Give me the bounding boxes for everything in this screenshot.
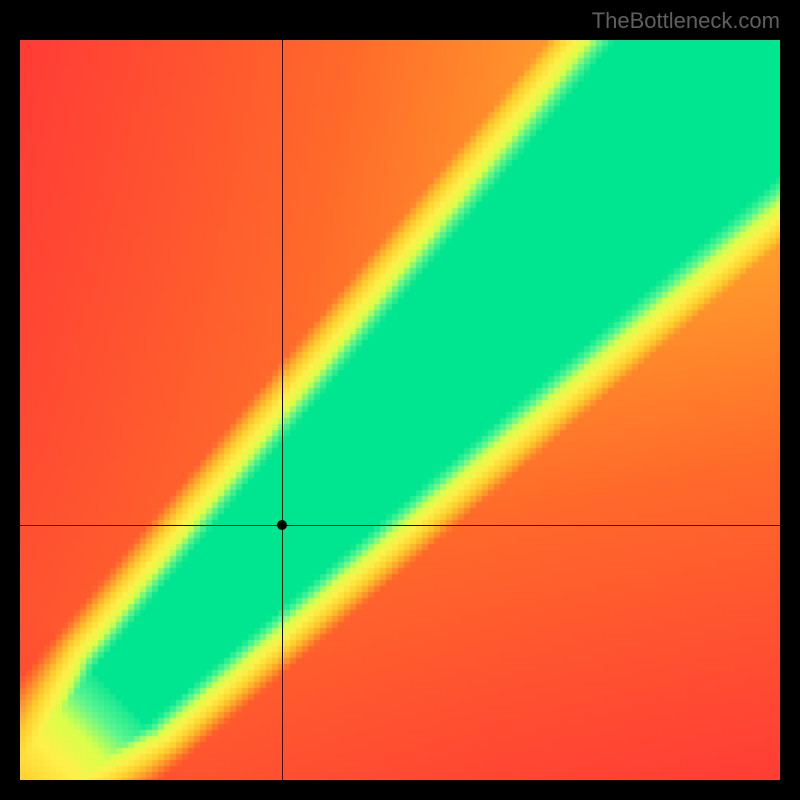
crosshair-horizontal bbox=[20, 525, 780, 526]
heatmap-canvas bbox=[20, 40, 780, 780]
heatmap-chart bbox=[20, 40, 780, 780]
crosshair-vertical bbox=[282, 40, 283, 780]
watermark: TheBottleneck.com bbox=[592, 8, 780, 34]
data-point-marker bbox=[277, 520, 287, 530]
